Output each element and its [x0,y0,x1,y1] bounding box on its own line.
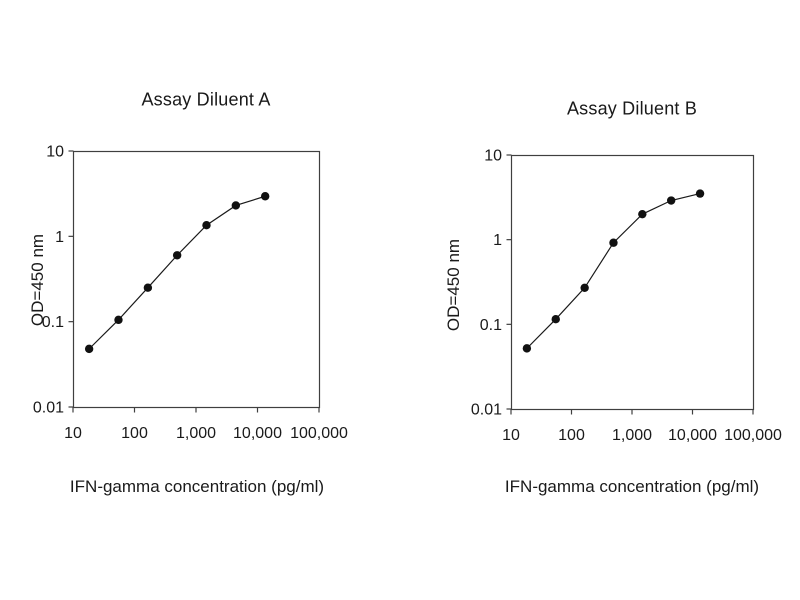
chart-b-plot-group: 10 100 1,000 10,000 100,000 10 1 0.1 0.01 [471,148,782,445]
y-tick-label: 10 [484,148,502,165]
data-point [202,221,211,230]
data-point [609,238,618,247]
data-point [551,314,560,324]
plot-frame [72,150,321,409]
chart-a-plot-group: 10 100 1,000 10,000 100,000 10 1 0.1 0.01 [33,144,348,443]
standard-curve-line [88,195,266,350]
y-tick-label: 0.1 [42,314,64,331]
y-tick-label: 0.01 [471,402,502,419]
data-point [260,192,270,201]
data-point [114,315,123,325]
chart-a-title: Assay Diluent A [141,89,271,110]
standard-curve-line [526,193,701,349]
x-tick-label: 1,000 [176,425,216,442]
chart-b-title: Assay Diluent B [566,98,698,119]
y-tick-label: 0.01 [33,400,64,417]
data-point [638,209,647,219]
x-tick-label: 10 [64,425,82,442]
x-tick-label: 100 [121,425,148,442]
data-point [84,344,94,354]
y-tick-label: 1 [55,229,64,246]
y-tick-label: 1 [493,232,502,249]
x-tick-label: 10,000 [233,425,282,442]
chart-b-x-axis-label: IFN-gamma concentration (pg/ml) [504,477,760,496]
data-point [522,344,532,353]
chart-a-x-axis-label: IFN-gamma concentration (pg/ml) [69,477,325,496]
data-point [143,283,153,292]
data-point [580,283,589,293]
y-tick-label: 0.1 [480,317,502,334]
x-tick-label: 10 [502,427,520,444]
x-tick-label: 10,000 [668,427,717,444]
plot-frame [510,154,755,411]
x-tick-label: 100,000 [290,425,348,442]
data-point [172,251,182,260]
x-tick-label: 100 [558,427,585,444]
y-tick-label: 10 [46,144,64,161]
data-point [231,201,241,210]
x-tick-label: 100,000 [724,427,782,444]
x-tick-label: 1,000 [612,427,652,444]
data-point [666,196,676,205]
data-point [695,189,705,198]
